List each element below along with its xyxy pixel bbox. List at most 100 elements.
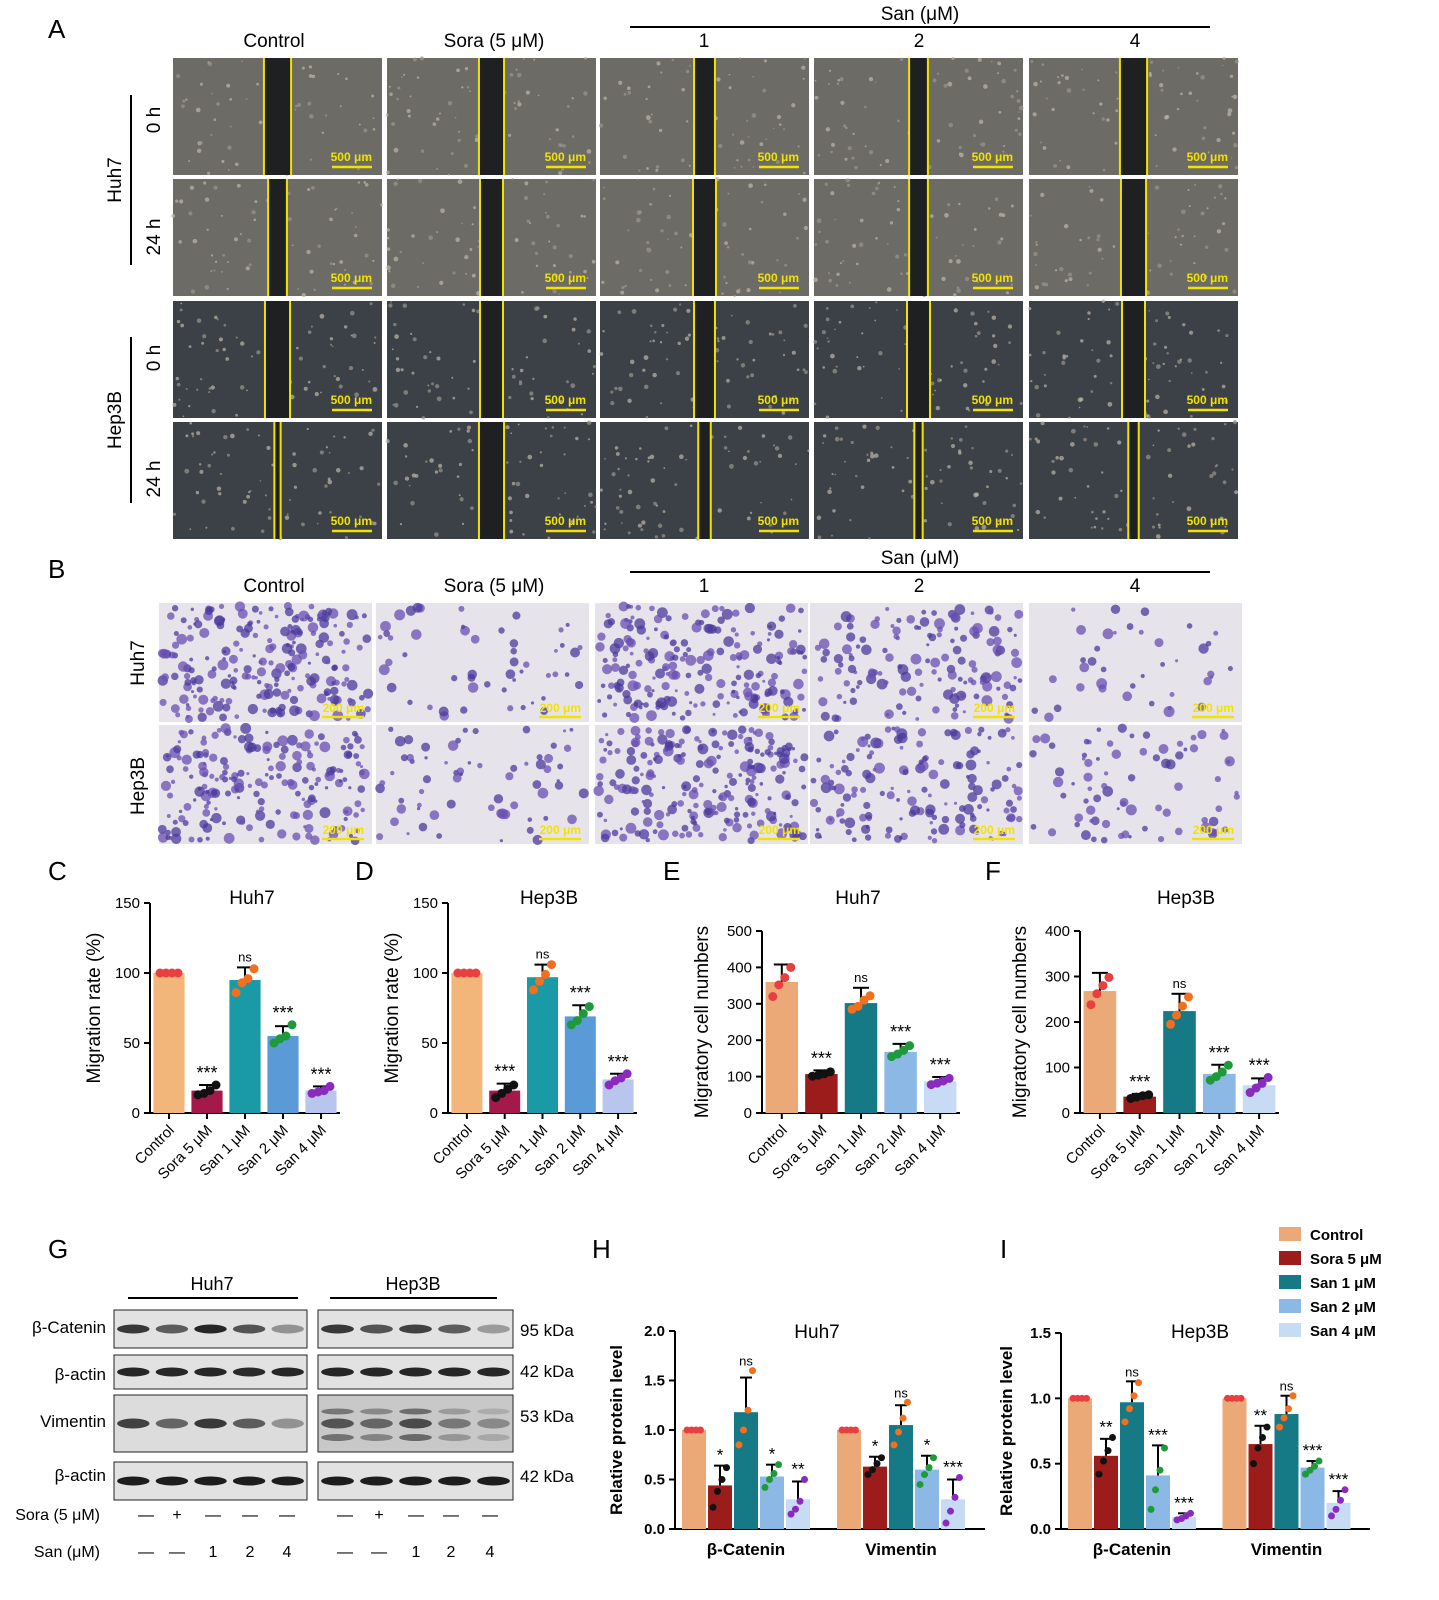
- stained-cell: [205, 605, 213, 613]
- cell-speck: [210, 254, 214, 257]
- cell-speck: [461, 522, 465, 526]
- stained-cell: [1031, 707, 1039, 714]
- cell-speck: [802, 77, 805, 80]
- y-tick-label: 400: [1045, 923, 1070, 940]
- cell-speck: [457, 427, 461, 431]
- cell-speck: [676, 371, 681, 376]
- stained-cell: [647, 759, 653, 766]
- cell-speck: [1064, 279, 1068, 283]
- cell-speck: [646, 167, 649, 170]
- cell-speck: [840, 100, 845, 105]
- cell-speck: [466, 429, 470, 433]
- cell-speck: [246, 389, 248, 392]
- stained-cell: [1013, 676, 1017, 680]
- cell-speck: [1043, 373, 1046, 376]
- scale-bar-label: 500 μm: [331, 514, 372, 528]
- panel-letter: D: [355, 856, 374, 886]
- stained-cell: [188, 836, 195, 843]
- stained-cell: [499, 839, 503, 843]
- cell-speck: [357, 181, 361, 184]
- stained-cell: [342, 664, 350, 672]
- scale-bar-label: 500 μm: [331, 393, 372, 407]
- cell-speck: [427, 389, 432, 393]
- cell-speck: [1069, 442, 1075, 447]
- wound-image: 500 μm: [387, 300, 596, 420]
- stained-cell: [661, 786, 666, 790]
- cell-speck: [976, 280, 979, 283]
- panel-b: B San (μM) Control Sora (5 μM) 1 2 4 Huh…: [48, 548, 1242, 846]
- panel-a-row-huh7: Huh7: [105, 157, 126, 202]
- stained-cell: [906, 614, 916, 624]
- stained-cell: [236, 773, 240, 777]
- cell-speck: [652, 187, 656, 191]
- transwell-image: 200 μm: [375, 725, 589, 846]
- cell-speck: [427, 384, 430, 387]
- san-treatment-mark: 2: [246, 1544, 255, 1561]
- group-label: β-Catenin: [1093, 1540, 1171, 1559]
- cell-speck: [854, 165, 858, 170]
- cell-speck: [641, 520, 646, 525]
- stained-cell: [436, 833, 443, 839]
- cell-speck: [459, 497, 464, 502]
- cell-speck: [1117, 440, 1122, 445]
- cell-speck: [968, 460, 973, 466]
- stained-cell: [814, 644, 822, 651]
- data-point: [231, 988, 241, 998]
- cell-speck: [1234, 165, 1238, 170]
- wound-gap: [909, 58, 928, 175]
- stained-cell: [641, 784, 652, 796]
- cell-speck: [896, 207, 901, 212]
- stained-cell: [1221, 728, 1226, 733]
- cell-speck: [539, 451, 542, 454]
- data-point: [890, 1441, 898, 1449]
- data-point: [852, 1426, 859, 1434]
- stained-cell: [332, 710, 344, 722]
- data-point: [572, 1016, 582, 1026]
- stained-cell: [327, 696, 332, 701]
- stained-cell: [950, 730, 961, 741]
- cell-speck: [763, 59, 767, 63]
- stained-cell: [646, 769, 655, 778]
- stained-cell: [944, 802, 948, 806]
- stained-cell: [1013, 786, 1023, 796]
- protein-band: [155, 1324, 189, 1334]
- cell-speck: [934, 389, 936, 392]
- cell-speck: [219, 472, 223, 476]
- cell-speck: [1205, 370, 1208, 374]
- cell-speck: [440, 208, 445, 214]
- stained-cell: [268, 606, 274, 612]
- cell-speck: [802, 368, 806, 372]
- stained-cell: [861, 644, 872, 656]
- protein-band: [194, 1418, 227, 1429]
- stained-cell: [554, 781, 564, 790]
- stained-cell: [851, 792, 857, 798]
- cell-speck: [1106, 118, 1110, 122]
- cell-speck: [1005, 291, 1009, 295]
- data-point: [1302, 1470, 1309, 1478]
- panel-g-group-huh7: Huh7: [190, 1274, 233, 1294]
- stained-cell: [939, 779, 950, 789]
- data-point: [956, 1474, 963, 1482]
- stained-cell: [190, 607, 194, 611]
- cell-speck: [314, 391, 319, 397]
- stained-cell: [317, 733, 325, 741]
- cell-speck: [666, 331, 669, 334]
- cell-speck: [601, 280, 605, 284]
- stained-cell: [609, 779, 617, 787]
- cell-speck: [471, 308, 476, 313]
- cell-speck: [385, 170, 390, 175]
- cell-speck: [875, 301, 878, 304]
- cell-speck: [416, 76, 420, 79]
- cell-speck: [1109, 381, 1113, 385]
- cell-speck: [1187, 444, 1191, 448]
- cell-speck: [1148, 71, 1152, 75]
- cell-speck: [1092, 112, 1095, 115]
- stained-cell: [734, 749, 740, 754]
- cell-speck: [943, 83, 948, 88]
- stained-cell: [941, 653, 950, 662]
- cell-speck: [834, 436, 840, 442]
- stained-cell: [262, 708, 267, 713]
- cell-speck: [972, 134, 977, 138]
- cell-speck: [638, 169, 641, 172]
